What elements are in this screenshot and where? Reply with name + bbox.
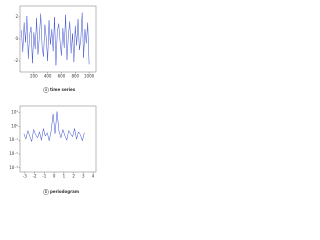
y-tick-label: 2 <box>15 14 18 19</box>
x-tick-label: 3 <box>82 174 85 179</box>
plot-frame <box>19 105 97 173</box>
caption-badge <box>43 189 49 195</box>
x-tick-label: 800 <box>71 74 79 79</box>
x-tick-label: 1 <box>63 174 66 179</box>
caption-letter: a <box>45 87 48 92</box>
x-tick-label: 1000 <box>84 74 95 79</box>
x-tick-label: -3 <box>23 174 27 179</box>
y-tick-label: 10⁻³ <box>9 165 18 170</box>
x-tick-label: 0 <box>53 174 56 179</box>
x-tick-label: 400 <box>44 74 52 79</box>
y-tick-label: -2 <box>14 58 18 63</box>
caption-letter: b <box>45 189 48 194</box>
figure: -2 0 2 200 400 600 800 1000 a time series 10⁻³ 10⁻²… <box>9 5 97 195</box>
x-tick-label: 600 <box>58 74 66 79</box>
caption-badge <box>43 87 49 93</box>
series-line <box>23 111 85 142</box>
x-tick-label: -1 <box>42 174 46 179</box>
caption-title: periodogram <box>50 189 79 194</box>
y-tick-label: 10⁻¹ <box>9 137 18 142</box>
x-tick-label: 4 <box>92 174 95 179</box>
x-tick-label: -2 <box>33 174 37 179</box>
caption-title: time series <box>50 87 76 92</box>
series-line <box>21 12 90 66</box>
x-tick-label: 2 <box>72 174 75 179</box>
x-tick-label: 200 <box>30 74 38 79</box>
y-tick-label: 10¹ <box>11 110 18 115</box>
y-tick-label: 10⁻² <box>9 151 18 156</box>
y-tick-label: 0 <box>15 36 18 41</box>
y-tick-label: 10⁰ <box>11 123 18 128</box>
